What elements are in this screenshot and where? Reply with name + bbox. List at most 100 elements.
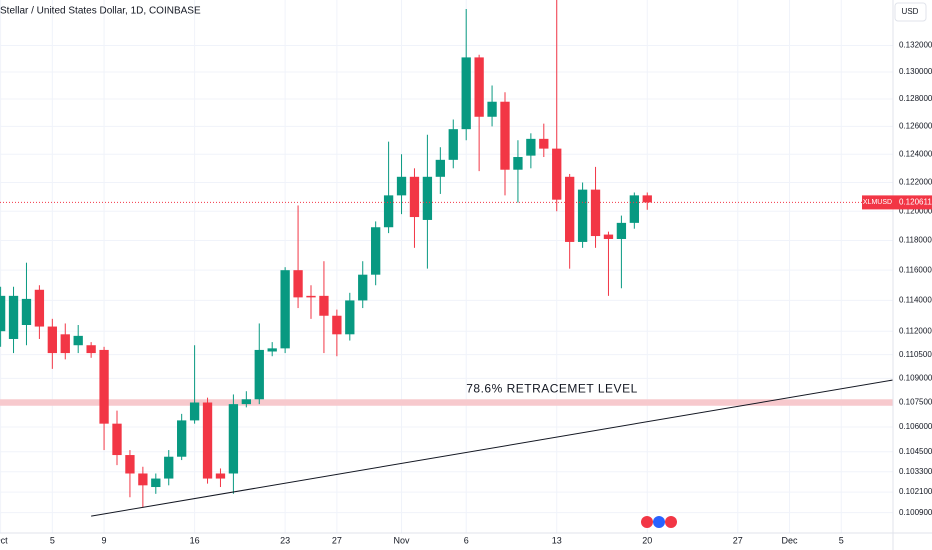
y-tick-label: 0.106000 — [899, 422, 932, 431]
y-tick-label: 0.120000 — [899, 206, 932, 215]
candle-body — [112, 423, 122, 456]
axes: 0.132000 0.130000 0.128000 0.126000 0.124000… — [0, 41, 932, 545]
x-tick-label: 6 — [464, 535, 469, 545]
candle-body — [60, 334, 70, 354]
candle-body — [34, 289, 45, 327]
candle-body — [8, 295, 19, 339]
candle-body — [383, 195, 394, 228]
x-tick-label: 27 — [733, 535, 743, 545]
candle-body — [267, 348, 277, 352]
candle-body — [474, 57, 484, 117]
x-tick-label: 5 — [50, 535, 55, 545]
candle-body — [306, 295, 316, 298]
candle-body — [396, 176, 407, 196]
candle-body — [539, 138, 549, 149]
candle-body — [280, 270, 290, 349]
candle-body — [526, 138, 536, 156]
candle-body — [642, 195, 652, 203]
retracement-label: 78.6% RETRACEMET LEVEL — [466, 381, 638, 395]
y-tick-label: 0.132000 — [899, 41, 932, 50]
y-tick-label: 0.122000 — [899, 178, 932, 187]
symbol-label: XLMUSD — [863, 199, 892, 206]
candle-body — [590, 189, 601, 237]
candle-body — [565, 176, 575, 242]
candle-body — [435, 159, 445, 177]
x-tick-label: 23 — [280, 535, 290, 545]
candle-body — [487, 101, 497, 117]
y-tick-label: 0.128000 — [899, 94, 932, 103]
y-tick-label: 0.103300 — [899, 467, 932, 476]
y-tick-label: 0.126000 — [899, 122, 932, 131]
candle-body — [603, 234, 614, 239]
candle-body — [552, 148, 562, 200]
currency-button[interactable] — [894, 2, 927, 22]
candle-body — [616, 222, 627, 239]
event-icon[interactable] — [641, 516, 653, 528]
candle-body — [629, 195, 639, 223]
candle-body — [448, 129, 458, 160]
candle-body — [293, 270, 303, 298]
y-tick-label: 0.112000 — [899, 326, 932, 335]
y-tick-label: 0.107500 — [899, 398, 932, 407]
candle-body — [241, 399, 251, 405]
candle-body — [125, 455, 135, 474]
x-tick-label: Oct — [0, 535, 8, 545]
y-tick-label: 0.102100 — [899, 487, 932, 496]
candle-body — [228, 404, 239, 474]
y-tick-label: 0.114000 — [899, 296, 932, 305]
y-tick-label: 0.116000 — [899, 265, 932, 274]
retracement-band — [0, 399, 893, 406]
y-tick-label: 0.124000 — [899, 149, 932, 158]
candle-body — [215, 473, 226, 479]
plot-area: 78.6% RETRACEMET LEVEL — [0, 0, 893, 517]
candle-body — [0, 295, 6, 332]
grid — [0, 0, 893, 533]
candle-body — [73, 335, 83, 346]
candle-body — [422, 176, 433, 220]
event-icons — [641, 516, 677, 528]
last-price-label: 0.120611 — [899, 198, 932, 207]
candle-body — [500, 101, 510, 170]
candle-body — [461, 57, 471, 130]
candle-body — [254, 349, 264, 400]
x-tick-label: 27 — [332, 535, 342, 545]
chart-title: Stellar / United States Dollar, 1D, COIN… — [0, 6, 201, 17]
currency-label[interactable]: USD — [902, 7, 919, 16]
candle-body — [345, 300, 355, 335]
x-tick-label: 5 — [839, 535, 844, 545]
symbol-tag — [862, 195, 893, 210]
event-icon[interactable] — [665, 516, 677, 528]
candle-body — [164, 456, 174, 479]
event-icon[interactable] — [653, 516, 665, 528]
candle-body — [177, 420, 187, 457]
candle-body — [513, 157, 523, 170]
y-tick-label: 0.100900 — [899, 508, 932, 517]
y-tick-label: 0.110500 — [899, 350, 932, 359]
candle-body — [332, 315, 342, 335]
candle-body — [86, 345, 96, 354]
candle-body — [577, 189, 588, 242]
candle-body — [409, 176, 420, 218]
x-tick-label: 9 — [102, 535, 107, 545]
x-tick-label: 13 — [552, 535, 562, 545]
candle-body — [21, 298, 32, 326]
y-tick-label: 0.130000 — [899, 67, 932, 76]
y-tick-label: 0.109000 — [899, 374, 932, 383]
x-tick-label: 16 — [190, 535, 200, 545]
candle-body — [138, 473, 148, 486]
x-tick-label: 20 — [642, 535, 652, 545]
candle-body — [189, 402, 200, 421]
y-tick-label: 0.104500 — [899, 447, 932, 456]
y-tick-label: 0.118000 — [899, 236, 932, 245]
trend-line — [91, 379, 893, 517]
candle-body — [151, 478, 161, 488]
candle-body — [99, 349, 109, 424]
x-tick-label: Nov — [394, 535, 411, 545]
candle-body — [319, 295, 329, 316]
candle-body — [47, 326, 57, 354]
last-price-tag — [893, 195, 932, 210]
candle-body — [371, 227, 381, 275]
candle-body — [202, 402, 213, 479]
x-tick-label: Dec — [782, 535, 799, 545]
